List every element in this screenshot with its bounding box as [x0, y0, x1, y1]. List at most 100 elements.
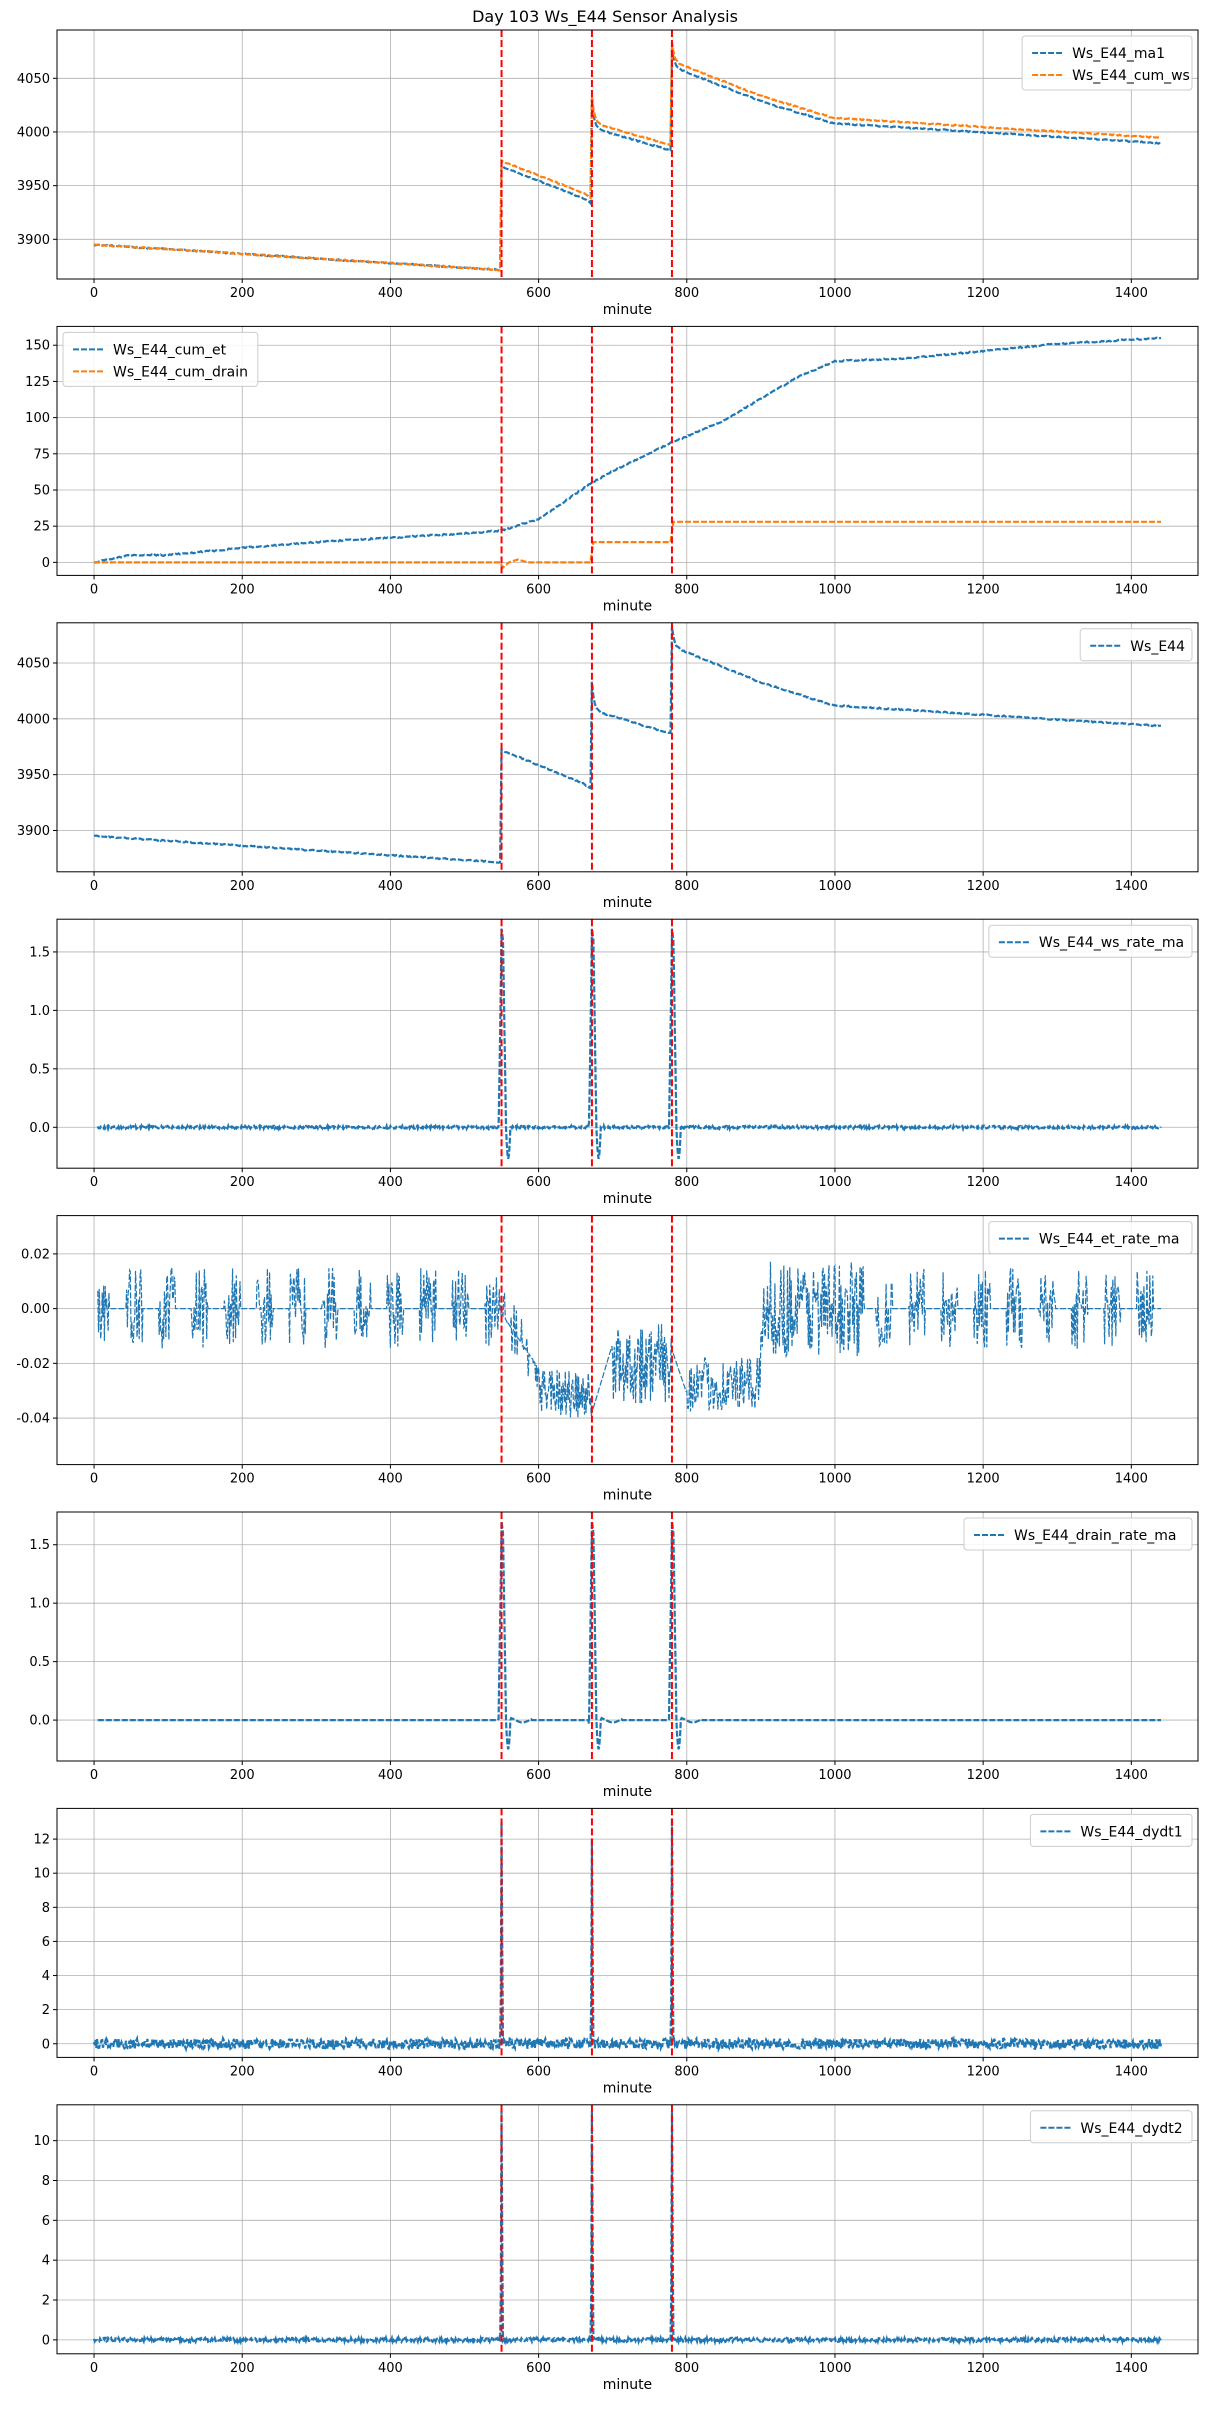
- y-tick-label: 10: [33, 2134, 50, 2149]
- y-tick-label: 1.5: [29, 945, 50, 960]
- legend-box: [963, 1517, 1193, 1551]
- subplot-6: 0 200 400 600 800 1000 1200 1400 0.0 0.5 1.0 1.5 min…: [29, 1511, 1199, 1800]
- plot-frame: [56, 29, 1199, 280]
- y-tick-label: 3950: [17, 768, 50, 783]
- x-tick-label: 600: [526, 2064, 551, 2079]
- x-tick-label: 800: [674, 879, 699, 894]
- legend-label: Ws_E44_cum_drain: [113, 364, 248, 380]
- x-tick-label: 0: [90, 1768, 98, 1783]
- x-tick-label: 400: [378, 1175, 403, 1190]
- x-tick-label: 1000: [818, 582, 851, 597]
- x-tick-label: 1200: [967, 879, 1000, 894]
- legend-box: [62, 331, 259, 387]
- x-axis-label: minute: [603, 598, 652, 614]
- x-tick-label: 0: [90, 1175, 98, 1190]
- x-tick-label: 400: [378, 286, 403, 301]
- legend-box: [1029, 1813, 1193, 1847]
- x-tick-label: 600: [526, 1175, 551, 1190]
- x-axis-label: minute: [603, 895, 652, 911]
- x-tick-label: 600: [526, 582, 551, 597]
- y-tick-label: 50: [33, 483, 50, 498]
- legend-box: [988, 1221, 1193, 1255]
- series-line-Ws_E44_drain_rate_ma: [97, 1521, 1161, 1750]
- x-tick-label: 0: [90, 879, 98, 894]
- x-tick-label: 1000: [818, 1472, 851, 1487]
- series-line-Ws_E44_dydt1: [92, 1818, 1163, 2054]
- y-tick-label: 0: [42, 2037, 50, 2052]
- x-tick-label: 800: [674, 286, 699, 301]
- legend-label: Ws_E44: [1130, 639, 1185, 655]
- subplot-7: 0 200 400 600 800 1000 1200 1400 0 2 4 6 8 10 12 minute…: [33, 1807, 1199, 2096]
- y-tick-label: 25: [33, 520, 50, 535]
- plot-frame: [56, 325, 1199, 576]
- legend-label: Ws_E44_cum_ws: [1072, 68, 1190, 84]
- y-tick-label: 6: [42, 2214, 50, 2229]
- x-tick-label: 800: [674, 2361, 699, 2376]
- y-tick-label: 1.5: [29, 1538, 50, 1553]
- series-line-Ws_E44_ma1: [93, 46, 1162, 272]
- x-tick-label: 600: [526, 286, 551, 301]
- y-tick-label: 2: [42, 2003, 50, 2018]
- x-tick-label: 600: [526, 1768, 551, 1783]
- subplot-1: 0 200 400 600 800 1000 1200 1400 3900 3950 4000 405…: [17, 29, 1199, 318]
- x-tick-label: 200: [230, 1175, 255, 1190]
- x-tick-label: 1000: [818, 2361, 851, 2376]
- y-tick-label: 100: [25, 411, 50, 426]
- x-tick-label: 1400: [1115, 1768, 1148, 1783]
- x-tick-label: 200: [230, 2064, 255, 2079]
- legend: Ws_E44_drain_rate_ma: [963, 1517, 1193, 1551]
- y-tick-label: 0.5: [29, 1655, 50, 1670]
- plot-frame: [56, 622, 1199, 873]
- y-tick-label: 0: [42, 2333, 50, 2348]
- x-tick-label: 1200: [967, 2361, 1000, 2376]
- y-tick-label: 4050: [17, 656, 50, 671]
- y-tick-label: 4: [42, 1969, 50, 1984]
- y-tick-label: 3950: [17, 179, 50, 194]
- legend: Ws_E44_cum_et Ws_E44_cum_drain: [62, 331, 259, 387]
- y-tick-label: 0.5: [29, 1062, 50, 1077]
- y-tick-label: 8: [42, 1901, 50, 1916]
- plot-frame: [56, 2104, 1199, 2355]
- x-axis-label: minute: [603, 2080, 652, 2096]
- legend-box: [1021, 35, 1193, 91]
- x-tick-label: 1000: [818, 2064, 851, 2079]
- y-tick-label: -0.02: [16, 1357, 50, 1372]
- x-tick-label: 1400: [1115, 879, 1148, 894]
- y-tick-label: 150: [25, 339, 50, 354]
- subplot-5: 0 200 400 600 800 1000 1200 1400 -0.04 -0.02 0.00 0…: [16, 1215, 1199, 1504]
- legend: Ws_E44: [1079, 628, 1193, 662]
- y-tick-label: 8: [42, 2174, 50, 2189]
- legend-label: Ws_E44_ws_rate_ma: [1039, 935, 1184, 951]
- x-tick-label: 200: [230, 2361, 255, 2376]
- legend-box: [1079, 628, 1193, 662]
- series-line-Ws_E44_cum_et: [93, 336, 1162, 564]
- series-line-Ws_E44_et_rate_ma: [97, 1261, 1161, 1418]
- legend-box: [988, 924, 1193, 958]
- series-line-Ws_E44: [93, 626, 1162, 864]
- y-tick-label: 2: [42, 2294, 50, 2309]
- figure-title: Day 103 Ws_E44 Sensor Analysis: [472, 7, 738, 27]
- x-tick-label: 200: [230, 582, 255, 597]
- x-tick-label: 200: [230, 1472, 255, 1487]
- y-tick-label: 3900: [17, 233, 50, 248]
- x-tick-label: 1400: [1115, 2361, 1148, 2376]
- x-tick-label: 400: [378, 582, 403, 597]
- legend-label: Ws_E44_cum_et: [113, 342, 227, 358]
- x-tick-label: 800: [674, 2064, 699, 2079]
- x-tick-label: 400: [378, 2064, 403, 2079]
- x-tick-label: 200: [230, 1768, 255, 1783]
- x-tick-label: 1000: [818, 1175, 851, 1190]
- x-tick-label: 1400: [1115, 286, 1148, 301]
- x-tick-label: 400: [378, 2361, 403, 2376]
- x-tick-label: 1200: [967, 1472, 1000, 1487]
- y-tick-label: 4: [42, 2254, 50, 2269]
- x-tick-label: 200: [230, 286, 255, 301]
- x-tick-label: 1200: [967, 286, 1000, 301]
- y-tick-label: 0.02: [21, 1247, 50, 1262]
- x-tick-label: 400: [378, 1472, 403, 1487]
- y-tick-label: 75: [33, 447, 50, 462]
- legend: Ws_E44_ws_rate_ma: [988, 924, 1193, 958]
- x-tick-label: 800: [674, 582, 699, 597]
- x-axis-label: minute: [603, 302, 652, 318]
